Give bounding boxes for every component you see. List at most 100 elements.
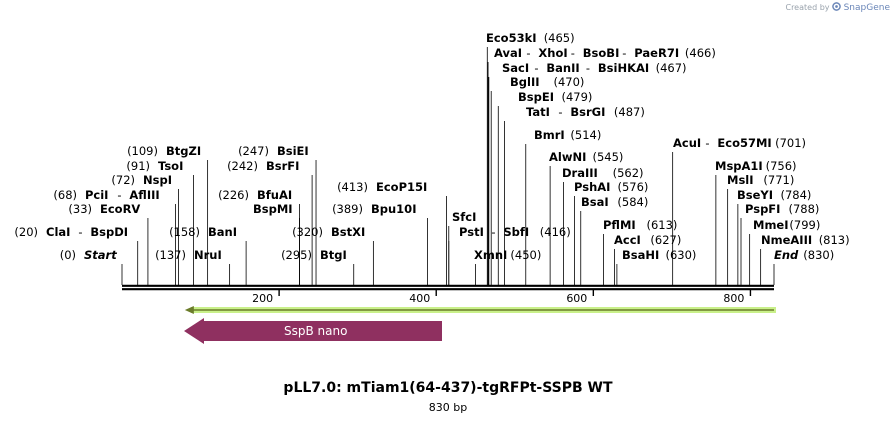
enzyme-name: TatI: [526, 105, 550, 119]
site-position: (91): [126, 159, 150, 173]
enzyme-name: BmrI: [534, 128, 565, 142]
restriction-site-label[interactable]: BspEI (479): [497, 90, 593, 285]
credit: Created by SnapGene: [785, 2, 890, 13]
restriction-site-label[interactable]: (226) BfuAI: [218, 188, 300, 285]
enzyme-name: Start: [84, 248, 117, 262]
feature-sspb-nano[interactable]: [184, 318, 442, 344]
site-position: (242): [227, 159, 258, 173]
site-position: (33): [68, 202, 92, 216]
plasmid-length: 830 bp: [428, 401, 468, 414]
enzyme-name: PaeR7I: [634, 46, 679, 60]
restriction-site-label[interactable]: (158) BanI: [169, 225, 247, 285]
restriction-site-label[interactable]: MspA1I (756): [715, 159, 797, 285]
site-position: (627): [650, 233, 681, 247]
enzyme-name: End: [774, 248, 799, 262]
restriction-site-label[interactable]: (320) BstXI: [292, 225, 374, 285]
restriction-site-label[interactable]: (295) BtgI: [281, 248, 355, 285]
restriction-site-label[interactable]: End (830): [773, 248, 834, 285]
enzyme-name: PspFI: [745, 202, 780, 216]
restriction-site-label[interactable]: SacI - BanII - BsiHKAI (467): [488, 61, 687, 285]
restriction-site-label[interactable]: SfcI: [448, 210, 477, 285]
restriction-site-label[interactable]: (242) BsrFI: [227, 159, 313, 285]
restriction-site-label[interactable]: PflMI (613): [603, 218, 677, 285]
site-separator: -: [526, 46, 530, 60]
site-separator: -: [491, 225, 495, 239]
ruler-tick-label: 200: [252, 292, 273, 305]
enzyme-name: AlwNI: [549, 150, 586, 164]
site-position: (465): [544, 31, 575, 45]
enzyme-name: BsrFI: [266, 159, 299, 173]
plasmid-title: pLL7.0: mTiam1(64-437)-tgRFPt-SSPB WT: [283, 380, 613, 396]
enzyme-name: DraIII: [562, 166, 598, 180]
enzyme-name: BspEI: [518, 90, 554, 104]
restriction-site-label[interactable]: (137) NruI: [155, 248, 231, 285]
site-position: (545): [593, 150, 624, 164]
restriction-site-label[interactable]: BmrI (514): [525, 128, 602, 285]
site-position: (784): [781, 188, 812, 202]
credit-brand: SnapGene: [843, 3, 890, 13]
enzyme-name: SacI: [502, 61, 529, 75]
restriction-site-label[interactable]: BglII (470): [490, 75, 584, 285]
restriction-site-label[interactable]: Eco53kI (465): [486, 31, 575, 285]
restriction-site-label[interactable]: (72) NspI: [111, 173, 179, 285]
enzyme-name: MspA1I: [715, 159, 763, 173]
restriction-site-label[interactable]: (91) TsoI: [126, 159, 194, 285]
enzyme-name: NspI: [143, 173, 172, 187]
site-position: (701): [775, 136, 806, 150]
site-separator: -: [117, 188, 121, 202]
site-position: (771): [763, 173, 794, 187]
restriction-site-label[interactable]: BspMI: [253, 202, 300, 285]
enzyme-name: XmnI: [474, 248, 507, 262]
restriction-site-label[interactable]: BsaHI (630): [616, 248, 697, 285]
enzyme-name: SfcI: [452, 210, 476, 224]
enzyme-name: TsoI: [158, 159, 183, 173]
enzyme-name: PciI: [85, 188, 108, 202]
restriction-site-label[interactable]: (0) Start: [60, 248, 123, 285]
enzyme-name: BanI: [208, 225, 237, 239]
enzyme-name: BfuAI: [257, 188, 292, 202]
restriction-site-label[interactable]: AvaI - XhoI - BsoBI - PaeR7I (466): [487, 46, 716, 285]
restriction-site-label[interactable]: NmeAIII (813): [760, 233, 850, 285]
restriction-site-label[interactable]: AlwNI (545): [549, 150, 623, 285]
restriction-site-label[interactable]: PstI - SbfI (416): [448, 225, 571, 285]
site-position: (630): [666, 248, 697, 262]
enzyme-name: BsiHKAI: [598, 61, 649, 75]
site-position: (799): [789, 218, 820, 232]
site-position: (137): [155, 248, 186, 262]
restriction-site-label[interactable]: DraIII (562): [562, 166, 644, 285]
restriction-site-label[interactable]: (20) ClaI - BspDI: [14, 225, 139, 285]
restriction-site-label[interactable]: AcuI - Eco57MI (701): [672, 136, 806, 285]
enzyme-name: BsaHI: [622, 248, 659, 262]
restriction-site-label[interactable]: MslI (771): [727, 173, 794, 285]
site-position: (584): [617, 195, 648, 209]
site-position: (562): [613, 166, 644, 180]
site-position: (479): [562, 90, 593, 104]
enzyme-name: BsrGI: [570, 105, 605, 119]
restriction-site-label[interactable]: (33) EcoRV: [68, 202, 149, 285]
site-position: (487): [614, 105, 645, 119]
restriction-site-label[interactable]: (389) Bpu10I: [332, 202, 428, 285]
restriction-site-label[interactable]: MmeI (799): [749, 218, 821, 285]
site-position: (109): [127, 144, 158, 158]
restriction-site-label[interactable]: (109) BtgZI: [127, 144, 209, 285]
enzyme-name: AflIII: [129, 188, 159, 202]
restriction-site-label[interactable]: (247) BsiEI: [238, 144, 317, 285]
restriction-site-label[interactable]: (413) EcoP15I: [337, 180, 447, 285]
enzyme-name: AvaI: [494, 46, 522, 60]
site-position: (413): [337, 180, 368, 194]
restriction-site-label[interactable]: XmnI (450): [474, 248, 541, 285]
restriction-site-label[interactable]: PspFI (788): [740, 202, 819, 285]
restriction-site-label[interactable]: (68) PciI - AflIII: [53, 188, 176, 285]
feature-label: SspB nano: [284, 324, 347, 338]
restriction-site-label[interactable]: PshAI (576): [574, 180, 648, 285]
site-position: (830): [803, 248, 834, 262]
site-position: (295): [281, 248, 312, 262]
credit-prefix: Created by: [785, 3, 830, 12]
site-position: (320): [292, 225, 323, 239]
restriction-site-label[interactable]: BsaI (584): [580, 195, 649, 285]
restriction-site-label[interactable]: TatI - BsrGI (487): [504, 105, 645, 285]
restriction-site-label[interactable]: BseYI (784): [737, 188, 811, 285]
restriction-site-label[interactable]: AccI (627): [614, 233, 681, 285]
enzyme-name: Eco53kI: [486, 31, 537, 45]
site-position: (158): [169, 225, 200, 239]
